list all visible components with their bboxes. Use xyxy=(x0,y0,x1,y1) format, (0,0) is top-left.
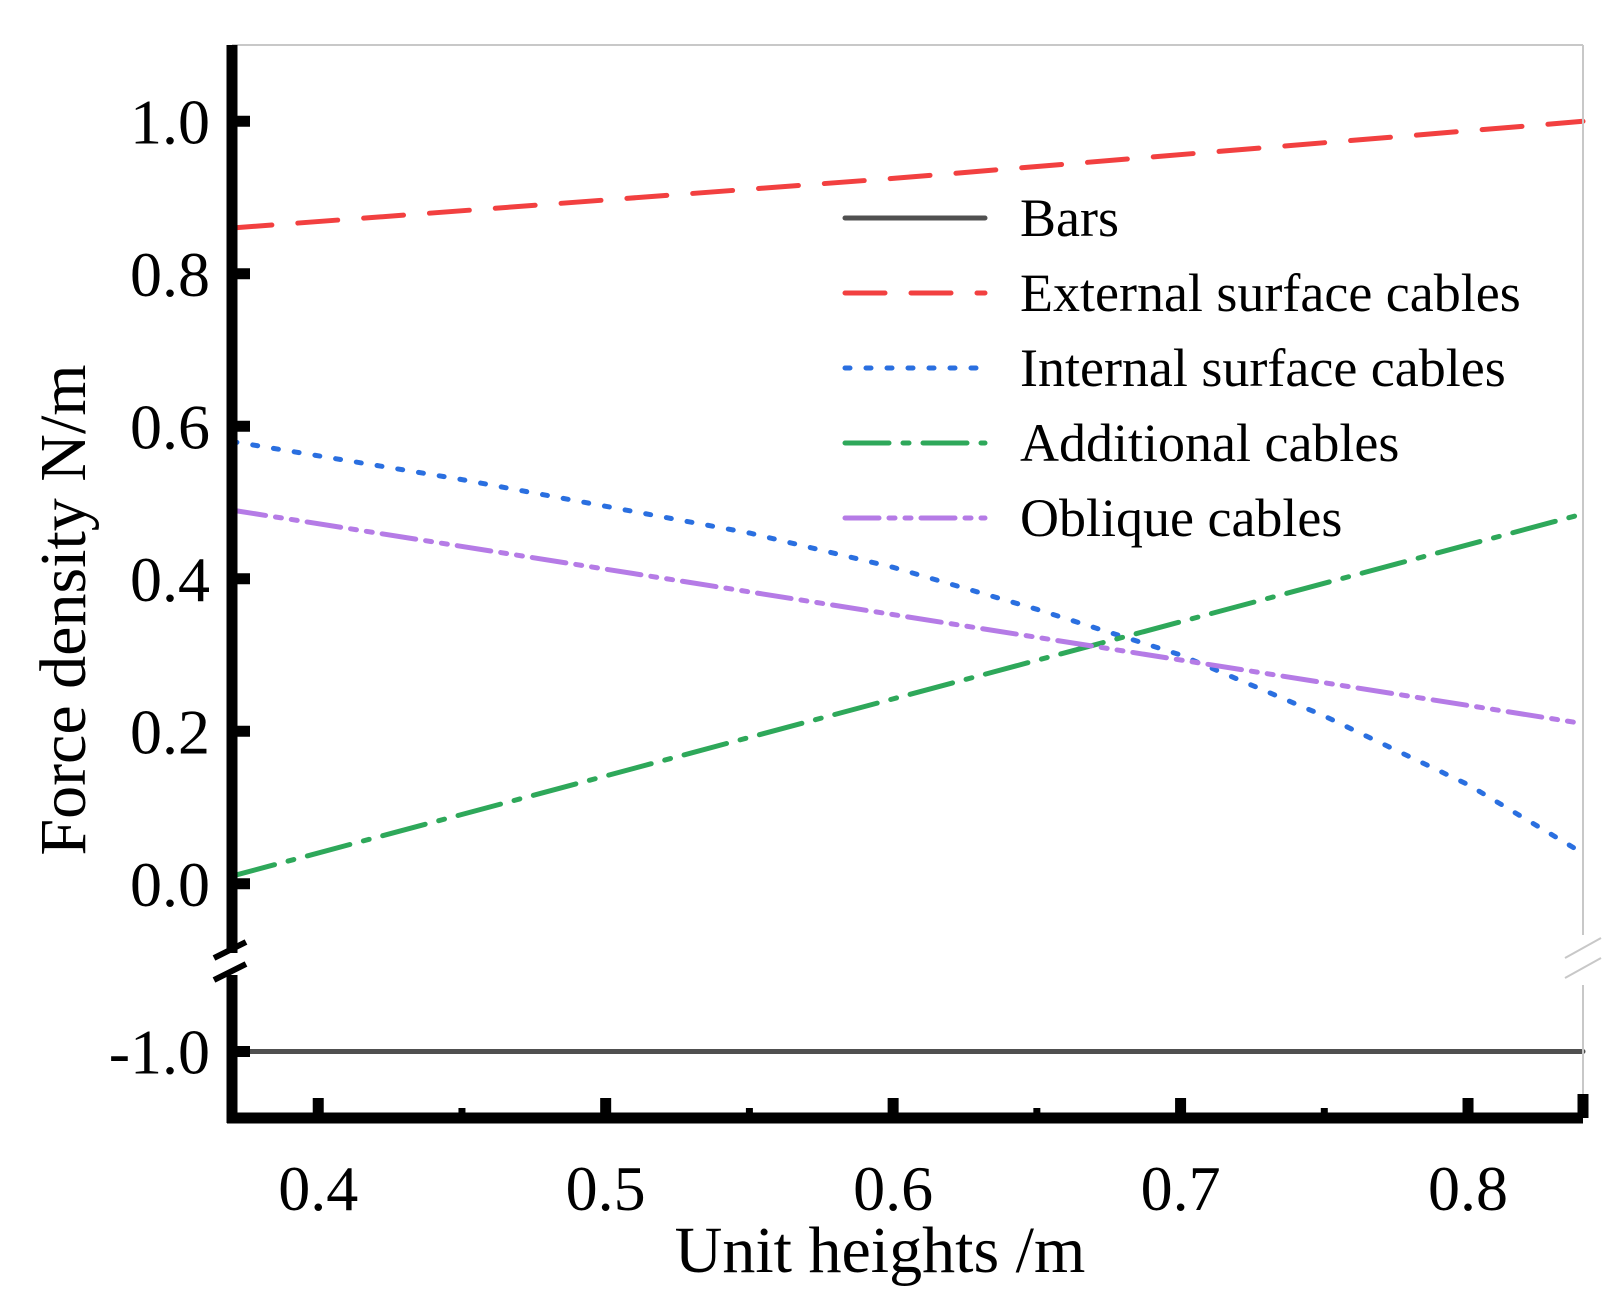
x-axis-title: Unit heights /m xyxy=(675,1214,1086,1287)
y-tick-label: 0.4 xyxy=(130,544,210,615)
series-line-additional-cables xyxy=(229,511,1586,879)
legend-label-internal-surface-cables: Internal surface cables xyxy=(1020,338,1506,398)
axis-break-mark-right-2 xyxy=(1564,957,1602,979)
axis-break-mark-left-1 xyxy=(212,939,248,961)
ticks xyxy=(232,115,1589,1118)
x-tick-label: 0.7 xyxy=(1141,1153,1221,1224)
x-tick-label: 0.5 xyxy=(566,1153,646,1224)
y-tick-label: -1.0 xyxy=(109,1017,210,1088)
y-tick-label: 0.2 xyxy=(130,696,210,767)
series-line-external-surface-cables xyxy=(229,118,1586,231)
legend-label-bars: Bars xyxy=(1020,188,1119,248)
tick-labels: 0.4 0.5 0.6 0.7 0.8 -1.0 0.0 0.2 0.4 0.6 0.8 1.0 xyxy=(109,86,1508,1224)
legend-label-external-surface-cables: External surface cables xyxy=(1020,263,1521,323)
series-layer xyxy=(229,118,1586,1054)
x-tick-label: 0.4 xyxy=(278,1153,358,1224)
y-tick-label: 1.0 xyxy=(130,86,210,157)
axes-frame xyxy=(212,44,1602,1124)
series-line-internal-surface-cables xyxy=(229,439,1586,856)
axis-break-mark-right-1 xyxy=(1564,937,1602,959)
x-tick-label: 0.8 xyxy=(1428,1153,1508,1224)
y-axis-title: Force density N/m xyxy=(27,364,100,855)
axis-break-mark-left-2 xyxy=(212,961,248,983)
x-tick-label: 0.6 xyxy=(853,1153,933,1224)
y-tick-label: 0.8 xyxy=(130,239,210,310)
series-line-oblique-cables xyxy=(229,507,1586,727)
y-tick-label: 0.6 xyxy=(130,391,210,462)
y-tick-label: 0.0 xyxy=(130,849,210,920)
legend-label-additional-cables: Additional cables xyxy=(1020,413,1399,473)
legend: Bars External surface cables Internal surf… xyxy=(842,188,1521,548)
legend-label-oblique-cables: Oblique cables xyxy=(1020,488,1342,548)
